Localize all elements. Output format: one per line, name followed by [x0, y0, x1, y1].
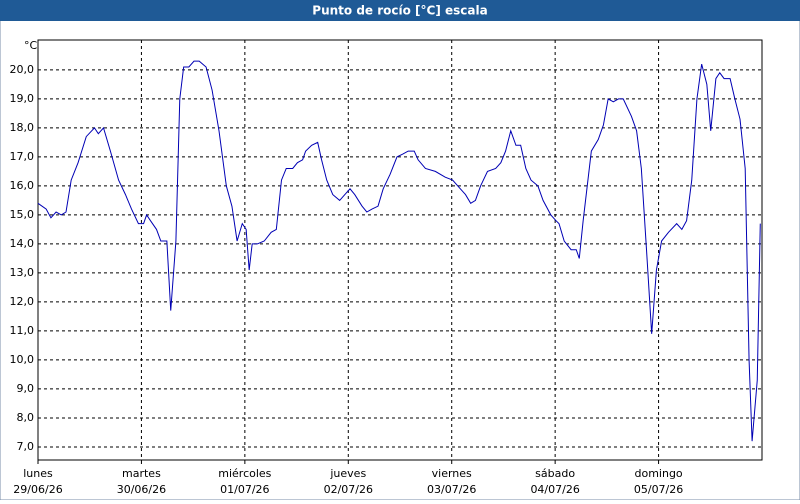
y-tick-label: 18,0	[10, 121, 35, 134]
x-tick-label: 04/07/26	[530, 483, 579, 496]
x-tick-label: lunes	[23, 467, 53, 480]
x-tick-label: 05/07/26	[634, 483, 683, 496]
x-tick-label: sábado	[535, 467, 575, 480]
y-tick-label: 20,0	[10, 63, 35, 76]
y-tick-label: 16,0	[10, 179, 35, 192]
y-tick-label: 11,0	[10, 324, 35, 337]
x-tick-label: viernes	[432, 467, 472, 480]
title-bar	[0, 0, 800, 21]
x-tick-label: jueves	[329, 467, 366, 480]
data-line	[37, 60, 761, 442]
y-tick-label: 13,0	[10, 266, 35, 279]
y-tick-label: 10,0	[10, 353, 35, 366]
x-tick-label: 03/07/26	[427, 483, 476, 496]
plot-area	[37, 39, 763, 461]
chart-title: Punto de rocío [°C] escala	[312, 4, 487, 18]
x-tick-label: 02/07/26	[324, 483, 373, 496]
x-tick-label: domingo	[634, 467, 682, 480]
x-tick-label: 29/06/26	[13, 483, 62, 496]
y-tick-label: 8,0	[17, 411, 35, 424]
x-tick-label: 30/06/26	[117, 483, 166, 496]
y-tick-label: 19,0	[10, 92, 35, 105]
y-tick-label: 12,0	[10, 295, 35, 308]
y-tick-label: 9,0	[17, 382, 35, 395]
x-tick-label: 01/07/26	[220, 483, 269, 496]
y-unit: °C	[24, 39, 38, 52]
y-tick-label: 7,0	[17, 440, 35, 453]
x-tick-label: miércoles	[218, 467, 271, 480]
y-tick-label: 17,0	[10, 150, 35, 163]
x-tick-label: martes	[122, 467, 161, 480]
y-tick-label: 14,0	[10, 237, 35, 250]
y-tick-label: 15,0	[10, 208, 35, 221]
